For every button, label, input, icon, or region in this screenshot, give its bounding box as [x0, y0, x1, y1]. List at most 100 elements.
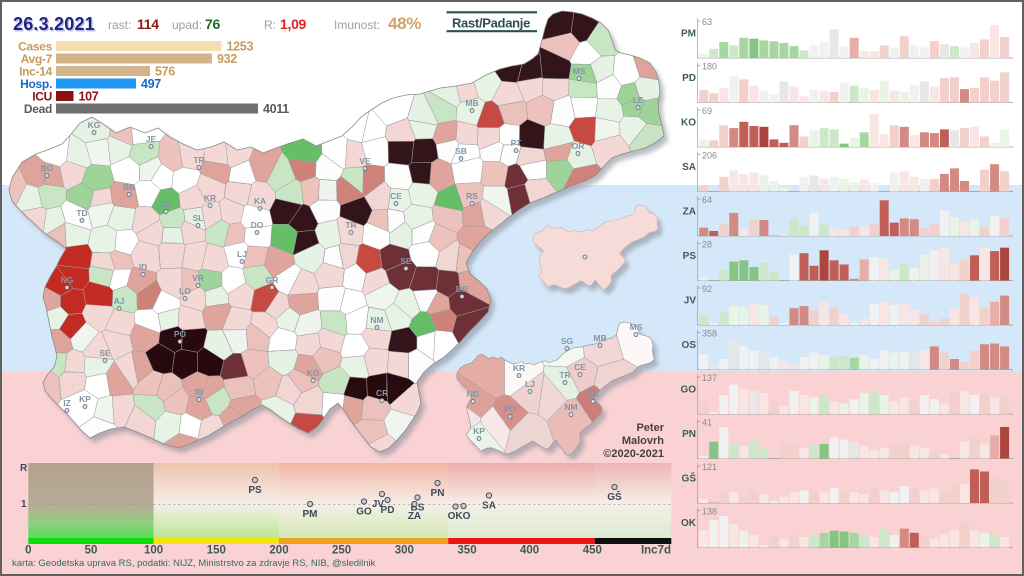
- svg-text:TR: TR: [559, 370, 570, 380]
- svg-text:PO: PO: [504, 404, 517, 414]
- svg-text:4011: 4011: [263, 102, 289, 116]
- svg-text:GO: GO: [356, 507, 372, 518]
- svg-text:NG: NG: [61, 275, 74, 285]
- svg-text:63: 63: [702, 17, 712, 27]
- svg-text:LO: LO: [179, 286, 191, 296]
- svg-text:ŽE: ŽE: [161, 198, 172, 209]
- svg-text:IB: IB: [195, 387, 204, 397]
- svg-text:Hosp.: Hosp.: [20, 77, 52, 91]
- svg-text:upad:: upad:: [172, 18, 202, 32]
- svg-text:NM: NM: [564, 402, 577, 412]
- svg-text:OS: OS: [682, 340, 697, 351]
- svg-text:Malovrh: Malovrh: [622, 435, 664, 447]
- svg-text:JV: JV: [684, 296, 697, 307]
- svg-text:1253: 1253: [227, 40, 254, 54]
- svg-text:RS: RS: [466, 191, 478, 201]
- svg-text:1,09: 1,09: [280, 16, 307, 32]
- svg-text:KG: KG: [88, 120, 101, 130]
- svg-text:Imunost:: Imunost:: [334, 18, 380, 32]
- svg-text:ID: ID: [139, 262, 148, 272]
- svg-text:PN: PN: [682, 429, 696, 440]
- svg-text:PN: PN: [431, 488, 445, 499]
- svg-text:MB: MB: [593, 333, 606, 343]
- svg-text:IZ: IZ: [63, 398, 71, 408]
- svg-text:BB: BB: [123, 182, 135, 192]
- svg-text:JV: JV: [372, 499, 385, 510]
- svg-text:BR: BR: [456, 284, 468, 294]
- svg-text:137: 137: [702, 373, 717, 383]
- svg-text:400: 400: [520, 545, 539, 557]
- svg-text:BS: BS: [411, 503, 425, 514]
- svg-text:69: 69: [702, 106, 712, 116]
- svg-text:114: 114: [137, 16, 159, 32]
- svg-text:KO: KO: [681, 118, 696, 129]
- svg-text:PO: PO: [174, 329, 187, 339]
- svg-text:VE: VE: [359, 156, 371, 166]
- svg-text:OK: OK: [681, 518, 697, 529]
- svg-text:SB: SB: [455, 146, 467, 156]
- svg-text:358: 358: [702, 329, 717, 339]
- svg-text:GŠ: GŠ: [607, 490, 622, 503]
- svg-text:206: 206: [702, 151, 717, 161]
- svg-text:VR: VR: [192, 273, 204, 283]
- svg-text:TR: TR: [193, 155, 204, 165]
- svg-text:MB: MB: [465, 98, 478, 108]
- svg-text:Inc-14: Inc-14: [19, 65, 53, 79]
- svg-text:Avg-7: Avg-7: [21, 52, 53, 66]
- svg-text:SG: SG: [561, 336, 574, 346]
- svg-text:SE: SE: [99, 348, 111, 358]
- svg-text:JE: JE: [146, 134, 157, 144]
- svg-text:BO: BO: [41, 163, 54, 173]
- svg-text:SE: SE: [400, 256, 412, 266]
- svg-text:GO: GO: [680, 385, 696, 396]
- svg-text:932: 932: [217, 52, 237, 66]
- svg-text:KO: KO: [307, 368, 320, 378]
- svg-text:DO: DO: [251, 220, 264, 230]
- svg-text:64: 64: [702, 195, 712, 205]
- svg-text:350: 350: [457, 545, 476, 557]
- svg-text:150: 150: [207, 545, 226, 557]
- svg-text:250: 250: [332, 545, 351, 557]
- svg-text:ZA: ZA: [408, 511, 421, 522]
- svg-text:107: 107: [79, 90, 99, 104]
- svg-text:©2020-2021: ©2020-2021: [603, 448, 664, 460]
- svg-text:OR: OR: [572, 141, 585, 151]
- svg-text:SA: SA: [482, 501, 496, 512]
- svg-text:LE: LE: [633, 95, 644, 105]
- svg-text:PS: PS: [248, 485, 262, 496]
- svg-text:LJ: LJ: [525, 379, 535, 389]
- svg-text:SL: SL: [193, 213, 204, 223]
- svg-text:200: 200: [269, 545, 288, 557]
- svg-text:TD: TD: [76, 208, 87, 218]
- svg-text:450: 450: [583, 545, 602, 557]
- svg-text:26.3.2021: 26.3.2021: [14, 15, 96, 35]
- svg-text:GR: GR: [266, 275, 279, 285]
- svg-text:PM: PM: [681, 29, 696, 40]
- svg-text:138: 138: [702, 507, 717, 517]
- svg-text:SA: SA: [682, 162, 696, 173]
- svg-text:rast:: rast:: [108, 18, 131, 32]
- svg-text:AJ: AJ: [114, 296, 125, 306]
- svg-text:48%: 48%: [388, 14, 421, 33]
- svg-text:Dead: Dead: [24, 102, 52, 116]
- svg-text:497: 497: [141, 77, 161, 91]
- svg-text:CE: CE: [574, 362, 586, 372]
- svg-text:50: 50: [85, 545, 98, 557]
- svg-text:KK: KK: [587, 389, 600, 399]
- svg-text:karta: Geodetska uprava RS, p: karta: Geodetska uprava RS, podatki: NIJ…: [12, 558, 376, 569]
- svg-text:R:: R:: [264, 18, 276, 32]
- svg-text:ZA: ZA: [683, 207, 696, 218]
- svg-text:KP: KP: [473, 426, 485, 436]
- svg-text:180: 180: [702, 62, 717, 72]
- svg-text:0: 0: [25, 545, 31, 557]
- svg-text:KA: KA: [254, 196, 266, 206]
- svg-text:OKO: OKO: [448, 511, 471, 522]
- svg-text:KR: KR: [513, 363, 525, 373]
- svg-text:1: 1: [21, 499, 27, 510]
- svg-text:MS: MS: [573, 66, 586, 76]
- svg-text:NG: NG: [467, 389, 480, 399]
- svg-text:300: 300: [395, 545, 414, 557]
- svg-text:PS: PS: [683, 251, 697, 262]
- svg-text:41: 41: [702, 418, 712, 428]
- svg-text:PT: PT: [511, 138, 523, 148]
